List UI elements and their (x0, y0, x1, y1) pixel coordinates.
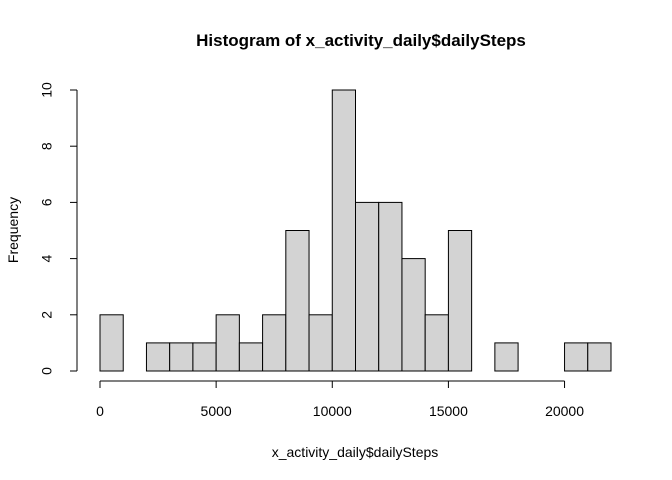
y-axis-label: Frequency (5, 197, 21, 263)
histogram-bar (192, 342, 217, 372)
histogram-bar (262, 314, 287, 372)
y-tick-label: 2 (39, 311, 55, 319)
histogram-bar (331, 89, 357, 372)
y-tick-label: 0 (39, 367, 55, 375)
histogram-bar (424, 314, 449, 372)
y-tick-label: 4 (39, 254, 55, 262)
x-axis: 0 5000 10000 15000 20000 (96, 380, 584, 419)
x-tick-label: 20000 (545, 403, 584, 419)
histogram-bar (169, 342, 194, 372)
histogram-bar (587, 342, 612, 372)
histogram-bar (564, 342, 589, 372)
y-tick-label: 8 (39, 142, 55, 150)
x-tick-label: 15000 (429, 403, 468, 419)
histogram-bar (285, 230, 310, 372)
x-tick-label: 5000 (201, 403, 232, 419)
y-tick-label: 6 (39, 198, 55, 206)
y-axis: 0 2 4 6 8 10 (39, 82, 78, 375)
histogram-bar (355, 201, 380, 372)
histogram-bar (494, 342, 519, 372)
histogram-bar (378, 201, 403, 372)
histogram-bar (447, 230, 473, 372)
histogram-bar (308, 314, 333, 372)
histogram-bar (145, 342, 171, 372)
y-tick-label: 10 (39, 82, 55, 98)
x-tick-label: 10000 (313, 403, 352, 419)
histogram-bar (238, 342, 264, 372)
x-axis-label: x_activity_daily$dailySteps (272, 444, 439, 460)
histogram-bar (215, 314, 240, 372)
chart-title: Histogram of x_activity_daily$dailySteps (196, 31, 526, 50)
histogram-bar (401, 258, 426, 372)
histogram-bar (99, 314, 124, 372)
x-tick-label: 0 (96, 403, 104, 419)
bars-group (99, 89, 612, 372)
